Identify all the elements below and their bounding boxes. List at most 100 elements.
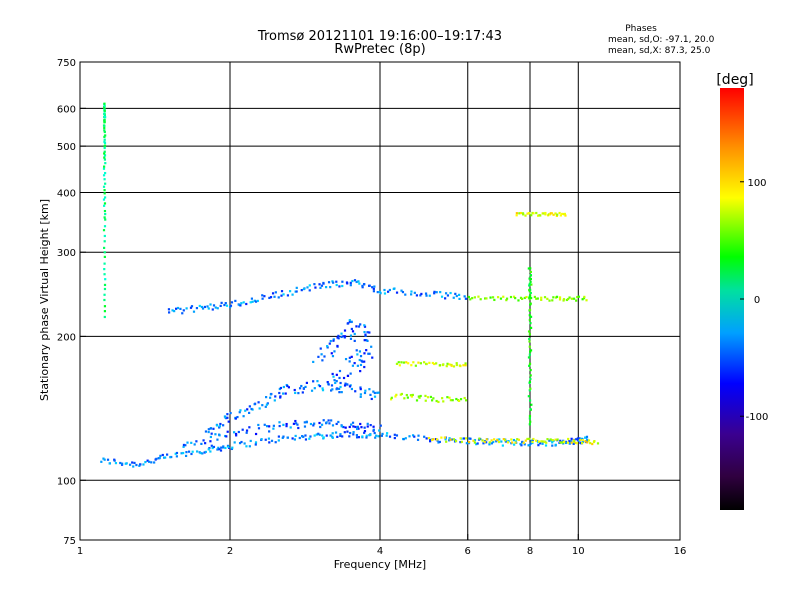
data-point (220, 446, 223, 449)
data-point (268, 296, 271, 300)
data-point (427, 436, 431, 440)
data-point (499, 297, 503, 300)
data-point (482, 442, 485, 445)
data-point (540, 296, 543, 299)
x-tick-label: 4 (377, 546, 383, 557)
data-points (100, 102, 600, 468)
data-point (257, 427, 261, 430)
data-point (459, 441, 462, 444)
data-point (518, 212, 521, 215)
data-point (265, 403, 269, 406)
data-point (413, 435, 416, 438)
data-point (291, 437, 294, 440)
data-point (339, 381, 342, 385)
data-point (338, 376, 341, 380)
colorbar-tick-label: 0 (754, 295, 760, 306)
data-point (349, 372, 352, 375)
data-point (336, 336, 339, 339)
data-point (355, 325, 358, 328)
data-point (321, 359, 324, 362)
data-point (513, 443, 516, 446)
data-point (585, 299, 588, 302)
data-point (529, 280, 532, 283)
data-point (342, 335, 345, 338)
data-point (103, 251, 106, 254)
data-point (358, 358, 361, 362)
colorbar-ticks: 100 0 -100 (740, 178, 768, 423)
data-point (517, 299, 520, 302)
data-point (266, 402, 269, 405)
data-point (406, 396, 409, 399)
data-point (104, 278, 107, 281)
data-point (187, 450, 191, 453)
data-point (465, 442, 468, 445)
data-point (350, 327, 353, 331)
data-point (242, 301, 245, 304)
data-point (390, 396, 393, 399)
data-point (343, 335, 347, 338)
data-point (361, 284, 364, 288)
data-point (200, 305, 204, 309)
data-point (444, 297, 447, 300)
data-point (366, 339, 369, 342)
data-point (367, 352, 370, 355)
data-point (209, 303, 212, 306)
data-point (320, 284, 324, 287)
data-point (335, 280, 338, 283)
data-point (175, 307, 178, 310)
data-point (357, 427, 360, 430)
data-point (200, 442, 203, 446)
data-point (584, 440, 587, 443)
data-point (305, 421, 308, 424)
y-tick-label: 200 (57, 332, 76, 343)
data-point (322, 436, 325, 439)
data-point (579, 438, 582, 442)
data-point (365, 436, 368, 439)
data-point (477, 295, 480, 298)
data-point (181, 312, 184, 315)
data-point (512, 295, 516, 298)
data-point (331, 436, 334, 439)
y-tick-label: 750 (57, 58, 76, 69)
data-point (209, 450, 212, 453)
data-point (467, 441, 471, 444)
data-point (282, 392, 285, 395)
data-point (224, 434, 227, 438)
data-point (445, 365, 448, 368)
data-point (473, 296, 476, 299)
data-point (254, 432, 258, 436)
data-point (490, 442, 493, 445)
data-point (203, 305, 207, 309)
data-point (431, 361, 434, 365)
data-point (378, 429, 381, 432)
data-point (528, 333, 531, 336)
data-point (435, 399, 438, 403)
data-point (454, 440, 458, 443)
data-point (103, 178, 106, 181)
data-point (481, 439, 484, 442)
x-tick-label: 2 (227, 546, 233, 557)
data-point (103, 146, 106, 150)
data-point (184, 444, 187, 447)
data-point (558, 296, 562, 299)
data-point (245, 429, 249, 432)
data-point (444, 438, 447, 441)
data-point (529, 270, 532, 274)
data-point (184, 454, 188, 458)
data-point (352, 433, 355, 436)
data-point (552, 296, 555, 299)
data-point (233, 431, 236, 434)
data-point (245, 302, 248, 306)
data-point (528, 290, 531, 293)
data-point (353, 279, 357, 282)
data-point (103, 121, 106, 124)
data-point (179, 307, 182, 310)
data-point (356, 353, 359, 356)
data-point (204, 450, 207, 454)
data-point (185, 451, 188, 454)
data-point (441, 363, 444, 367)
data-point (484, 297, 487, 300)
data-point (343, 431, 346, 434)
data-point (528, 364, 531, 367)
data-point (437, 441, 440, 444)
